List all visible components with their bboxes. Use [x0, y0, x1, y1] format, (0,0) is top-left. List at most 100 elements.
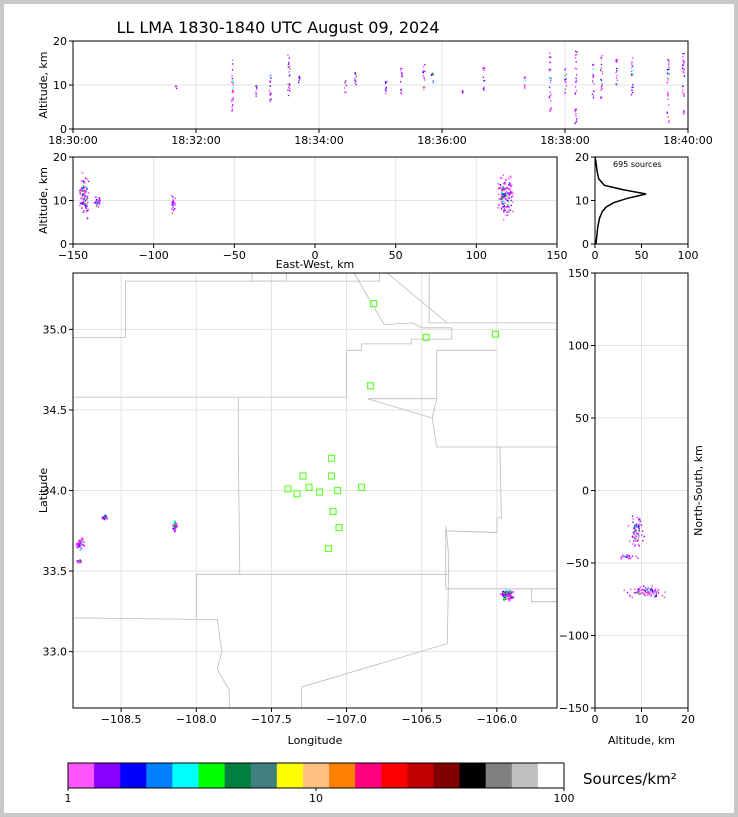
source-point: [401, 74, 404, 76]
source-point: [502, 189, 504, 191]
source-point: [633, 526, 636, 528]
source-point: [255, 91, 257, 93]
source-point: [104, 516, 107, 519]
station-marker: [422, 333, 430, 342]
source-point: [86, 197, 89, 199]
source-point: [635, 524, 637, 527]
source-point: [97, 206, 100, 208]
source-point: [289, 87, 291, 90]
source-point: [631, 62, 633, 64]
source-point: [666, 72, 669, 74]
source-point: [629, 594, 631, 597]
source-point: [653, 593, 655, 596]
source-point: [548, 56, 551, 58]
source-point: [575, 53, 578, 56]
source-point: [635, 591, 637, 594]
source-point: [508, 184, 510, 186]
source-point: [288, 61, 290, 64]
source-point: [232, 91, 235, 93]
source-point: [77, 560, 80, 563]
source-point: [83, 544, 86, 547]
source-point: [634, 524, 636, 527]
source-point: [287, 83, 289, 85]
source-point: [255, 95, 257, 97]
source-point: [95, 196, 97, 198]
source-point: [638, 591, 640, 593]
source-point: [511, 191, 513, 193]
source-point: [646, 589, 648, 591]
source-point: [636, 533, 639, 535]
source-point: [663, 596, 666, 598]
x-tick-label: −150: [58, 249, 88, 262]
county-boundary: [72, 397, 241, 620]
source-point: [81, 195, 84, 197]
colorbar-step: [172, 763, 199, 788]
source-point: [497, 183, 500, 185]
source-point: [639, 593, 642, 595]
source-point: [231, 81, 233, 83]
source-point: [512, 210, 514, 213]
source-point: [500, 593, 502, 595]
source-point: [650, 589, 653, 591]
x-tick-label: 18:34:00: [294, 134, 343, 147]
source-point: [422, 70, 425, 72]
source-point: [82, 203, 84, 205]
source-point: [99, 199, 101, 202]
source-point: [431, 74, 433, 76]
source-point: [232, 97, 234, 99]
source-point: [400, 75, 403, 77]
source-point: [507, 592, 510, 595]
source-point: [640, 589, 642, 591]
source-point: [616, 83, 618, 85]
source-point: [386, 80, 388, 83]
source-point: [81, 172, 84, 174]
source-point: [666, 82, 669, 84]
source-point: [574, 109, 576, 111]
source-point: [482, 67, 484, 70]
source-point: [432, 82, 434, 84]
source-point: [630, 70, 633, 73]
source-point: [668, 73, 670, 75]
source-point: [288, 71, 290, 73]
source-point: [592, 97, 595, 99]
source-point: [173, 208, 176, 211]
source-point: [509, 184, 511, 187]
source-point: [82, 193, 84, 195]
source-point: [524, 87, 526, 89]
source-point: [666, 111, 668, 113]
source-point: [550, 107, 552, 109]
source-point: [600, 80, 602, 83]
colorbar-step: [329, 763, 356, 788]
source-point: [482, 87, 484, 90]
source-point: [500, 207, 503, 209]
x-axis-label: Longitude: [288, 734, 343, 747]
source-point: [616, 59, 619, 61]
source-point: [643, 535, 645, 538]
x-tick-label: 100: [466, 249, 487, 262]
source-point: [632, 535, 634, 538]
source-point: [499, 197, 502, 200]
source-point: [385, 87, 387, 89]
source-point: [231, 75, 233, 77]
source-point: [505, 187, 507, 189]
source-point: [637, 557, 639, 559]
source-point: [654, 596, 656, 598]
source-point: [654, 590, 656, 593]
source-point: [231, 108, 234, 111]
source-point: [512, 591, 515, 593]
source-point: [524, 76, 526, 79]
source-point: [657, 589, 660, 591]
source-point: [172, 202, 174, 205]
colorbar-step: [250, 763, 278, 788]
x-tick-label: 0: [592, 713, 599, 726]
source-point: [505, 198, 507, 200]
source-point: [385, 90, 387, 92]
source-point: [593, 74, 595, 77]
source-point: [523, 77, 525, 80]
source-point: [171, 212, 174, 214]
source-point: [79, 560, 81, 563]
source-point: [355, 83, 357, 86]
source-point: [83, 195, 86, 197]
source-point: [298, 76, 300, 79]
source-point: [287, 54, 289, 56]
